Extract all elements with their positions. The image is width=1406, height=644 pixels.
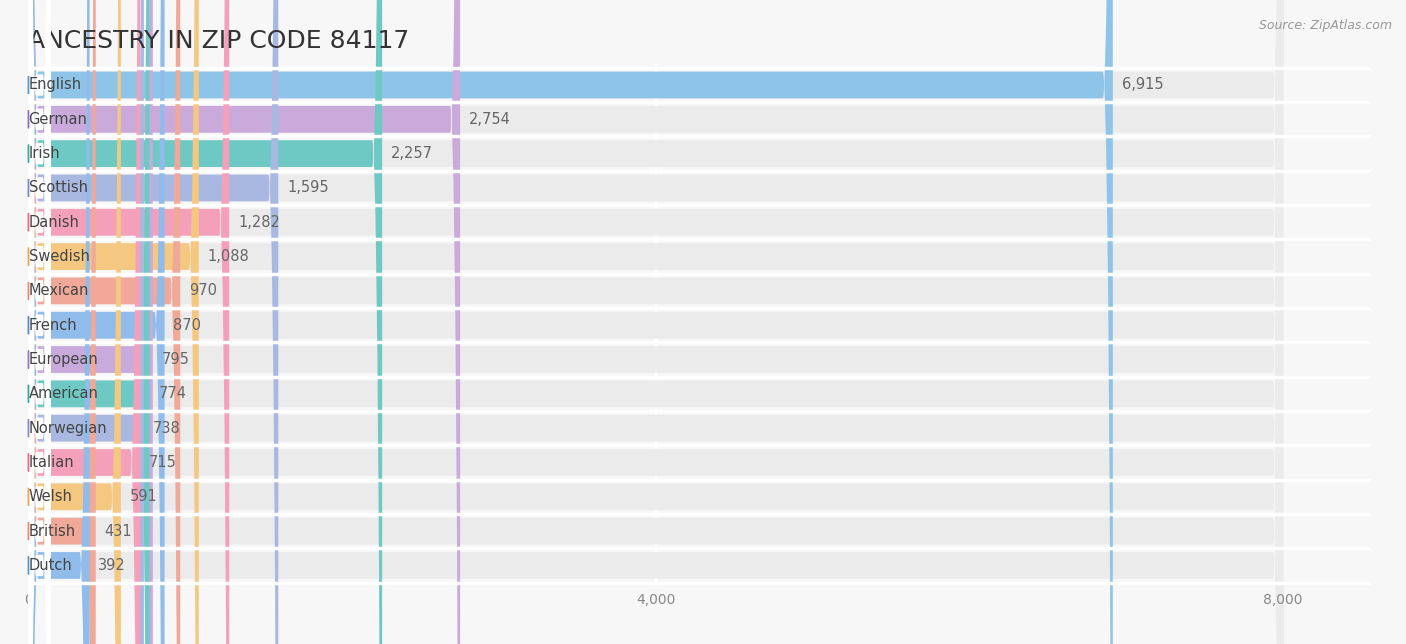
Text: Danish: Danish [28,214,79,230]
Text: 970: 970 [188,283,217,298]
FancyBboxPatch shape [28,0,51,644]
Text: Irish: Irish [28,146,60,161]
Text: 1,282: 1,282 [238,214,280,230]
Text: German: German [28,112,87,127]
FancyBboxPatch shape [28,0,51,644]
FancyBboxPatch shape [28,0,121,644]
Text: Source: ZipAtlas.com: Source: ZipAtlas.com [1258,19,1392,32]
Text: 1,595: 1,595 [287,180,329,195]
FancyBboxPatch shape [28,0,51,644]
Text: American: American [28,386,98,401]
FancyBboxPatch shape [28,0,1284,644]
FancyBboxPatch shape [28,0,1284,644]
FancyBboxPatch shape [28,0,51,644]
FancyBboxPatch shape [28,0,51,644]
FancyBboxPatch shape [28,0,1284,644]
FancyBboxPatch shape [28,0,1112,644]
Text: 738: 738 [153,421,180,436]
FancyBboxPatch shape [28,0,143,644]
FancyBboxPatch shape [28,0,51,644]
FancyBboxPatch shape [28,0,229,644]
FancyBboxPatch shape [28,0,180,644]
FancyBboxPatch shape [28,0,1284,644]
Text: 795: 795 [162,352,190,367]
Text: Welsh: Welsh [28,489,73,504]
FancyBboxPatch shape [28,0,1284,644]
FancyBboxPatch shape [28,0,1284,644]
Text: French: French [28,317,77,333]
Text: 1,088: 1,088 [208,249,249,264]
FancyBboxPatch shape [28,0,1284,644]
FancyBboxPatch shape [28,0,1284,644]
Text: 591: 591 [129,489,157,504]
FancyBboxPatch shape [28,0,141,644]
FancyBboxPatch shape [28,0,1284,644]
FancyBboxPatch shape [28,0,51,644]
FancyBboxPatch shape [28,0,153,644]
FancyBboxPatch shape [28,0,51,644]
Text: 6,915: 6,915 [1122,77,1163,93]
Text: Norwegian: Norwegian [28,421,107,436]
FancyBboxPatch shape [28,0,460,644]
FancyBboxPatch shape [28,0,278,644]
FancyBboxPatch shape [28,0,96,644]
FancyBboxPatch shape [28,0,90,644]
Text: 431: 431 [104,524,132,538]
FancyBboxPatch shape [28,0,1284,644]
Text: British: British [28,524,76,538]
FancyBboxPatch shape [28,0,1284,644]
FancyBboxPatch shape [28,0,198,644]
FancyBboxPatch shape [28,0,165,644]
Text: 2,257: 2,257 [391,146,433,161]
Text: Swedish: Swedish [28,249,90,264]
Text: English: English [28,77,82,93]
FancyBboxPatch shape [28,0,149,644]
Text: Italian: Italian [28,455,75,470]
Text: Mexican: Mexican [28,283,89,298]
FancyBboxPatch shape [28,0,1284,644]
FancyBboxPatch shape [28,0,51,644]
FancyBboxPatch shape [28,0,1284,644]
FancyBboxPatch shape [28,0,51,644]
FancyBboxPatch shape [28,0,51,644]
Text: 2,754: 2,754 [468,112,510,127]
FancyBboxPatch shape [28,0,51,644]
Text: ANCESTRY IN ZIP CODE 84117: ANCESTRY IN ZIP CODE 84117 [28,29,409,53]
Text: 392: 392 [98,558,127,573]
Text: European: European [28,352,98,367]
Text: Scottish: Scottish [28,180,87,195]
FancyBboxPatch shape [28,0,51,644]
Text: 774: 774 [159,386,187,401]
Text: Dutch: Dutch [28,558,72,573]
FancyBboxPatch shape [28,0,382,644]
Text: 870: 870 [173,317,201,333]
Text: 715: 715 [149,455,177,470]
FancyBboxPatch shape [28,0,1284,644]
FancyBboxPatch shape [28,0,1284,644]
FancyBboxPatch shape [28,0,51,644]
FancyBboxPatch shape [28,0,51,644]
